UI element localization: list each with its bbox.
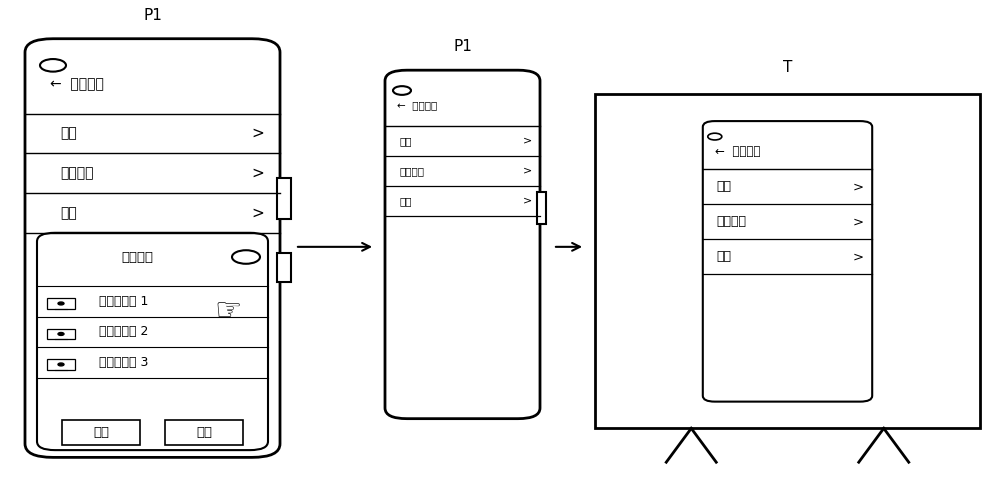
- Bar: [277, 178, 291, 219]
- Text: ←  设备连接: ← 设备连接: [50, 78, 104, 91]
- FancyBboxPatch shape: [25, 39, 280, 457]
- Text: 蓝牙: 蓝牙: [717, 181, 732, 194]
- Text: ☞: ☞: [214, 298, 242, 327]
- Bar: [47, 329, 75, 339]
- Text: 打印: 打印: [399, 196, 412, 206]
- Bar: [47, 359, 75, 370]
- Text: 帮助: 帮助: [93, 426, 109, 439]
- Bar: [62, 420, 140, 445]
- Text: P1: P1: [453, 39, 472, 54]
- Text: >: >: [252, 206, 264, 220]
- Text: T: T: [783, 60, 792, 75]
- Text: 可投屏设备 2: 可投屏设备 2: [99, 325, 148, 338]
- Bar: [165, 420, 243, 445]
- Text: 打印: 打印: [717, 250, 732, 263]
- Text: >: >: [853, 250, 864, 263]
- Text: >: >: [252, 166, 264, 181]
- Bar: [537, 192, 546, 224]
- Text: 蓝牙: 蓝牙: [60, 127, 77, 140]
- Text: >: >: [523, 136, 533, 146]
- Bar: [595, 94, 980, 428]
- Text: 取消: 取消: [196, 426, 212, 439]
- Circle shape: [58, 333, 64, 335]
- Text: 打印: 打印: [60, 206, 77, 220]
- Circle shape: [58, 302, 64, 305]
- Text: 无线投屏: 无线投屏: [399, 166, 424, 176]
- Text: >: >: [252, 126, 264, 141]
- FancyBboxPatch shape: [703, 121, 872, 402]
- Text: >: >: [523, 166, 533, 176]
- Text: 可投屏设备 1: 可投屏设备 1: [99, 295, 148, 308]
- Bar: [277, 253, 291, 282]
- Text: >: >: [853, 181, 864, 194]
- Text: >: >: [853, 215, 864, 228]
- FancyBboxPatch shape: [37, 233, 268, 450]
- Text: ←  设备连接: ← 设备连接: [715, 145, 760, 158]
- Bar: [47, 298, 75, 309]
- Text: 设备列表: 设备列表: [122, 252, 154, 264]
- Text: 蓝牙: 蓝牙: [399, 136, 412, 146]
- FancyBboxPatch shape: [385, 70, 540, 419]
- Circle shape: [58, 363, 64, 366]
- Text: ←  设备连接: ← 设备连接: [397, 100, 437, 110]
- Text: P1: P1: [143, 8, 162, 23]
- Text: 可投屏设备 3: 可投屏设备 3: [99, 356, 148, 369]
- Text: 无线投屏: 无线投屏: [717, 215, 747, 228]
- Text: 无线投屏: 无线投屏: [60, 166, 94, 180]
- Text: >: >: [523, 196, 533, 206]
